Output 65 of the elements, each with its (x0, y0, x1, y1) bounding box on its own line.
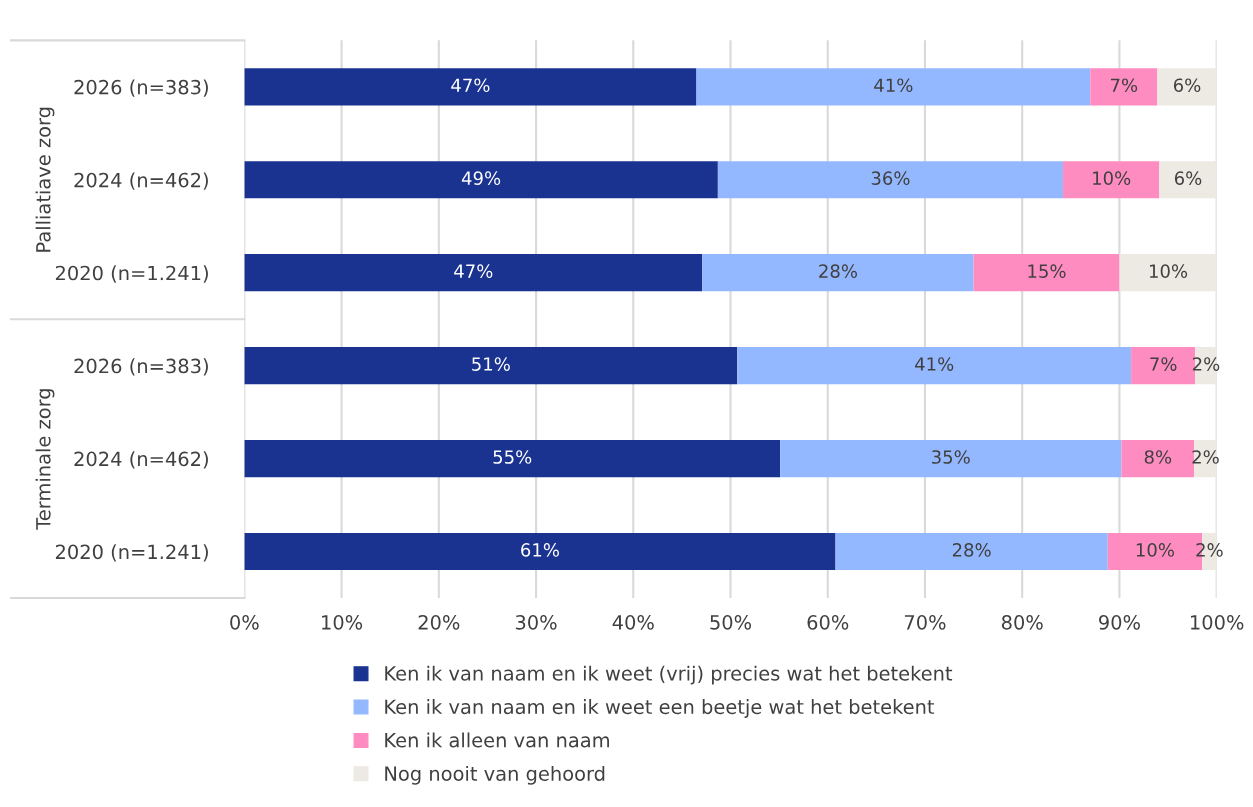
x-tick-label: 0% (230, 615, 259, 630)
data-label: 28% (819, 264, 858, 278)
data-label: 36% (871, 171, 910, 185)
y-tick-label: 2024 (n=462) (74, 451, 208, 469)
bar (1063, 161, 1160, 199)
data-label: 6% (1173, 78, 1201, 93)
text: Palliatiave zorg (35, 107, 55, 252)
bar (696, 68, 1091, 106)
bar (1159, 161, 1217, 199)
x-tick-label: 10% (322, 615, 363, 630)
data-label: 6% (1174, 171, 1202, 185)
bar (244, 68, 697, 106)
data-label: 51% (472, 357, 510, 371)
bar (717, 161, 1064, 199)
x-tick-label: 30% (515, 615, 557, 630)
data-label: 61% (521, 543, 559, 557)
data-label: 55% (493, 450, 532, 464)
data-label: 10% (1136, 543, 1174, 557)
x-tick-label: 80% (1001, 615, 1043, 630)
data-label: 10% (1093, 171, 1131, 185)
data-label: 28% (952, 543, 991, 557)
bar (244, 347, 738, 385)
bar (835, 532, 1108, 571)
x-tick-label: 50% (710, 615, 752, 630)
text: Terminale zorg (35, 389, 55, 530)
bar (244, 532, 836, 571)
bar (1119, 254, 1217, 292)
data-label: 41% (915, 357, 954, 371)
y-tick-label: 2020 (n=1.241) (55, 544, 208, 562)
legend-label: Nog nooit van gehoord (385, 765, 605, 785)
y-tick-label: 2020 (n=1.241) (55, 265, 208, 283)
y-tick-label: 2024 (n=462) (74, 172, 208, 190)
bar (1157, 68, 1217, 106)
bar (737, 347, 1132, 385)
data-label: 47% (451, 78, 490, 93)
data-label: 2% (1192, 357, 1220, 371)
bar (780, 439, 1122, 478)
legend-label: Ken ik van naam en ik weet een beetje wat het betekent (385, 699, 935, 718)
data-label: 10% (1149, 264, 1188, 278)
x-tick-label: 20% (418, 615, 460, 630)
y-tick-label: 2026 (n=383) (74, 358, 208, 376)
data-label: 15% (1028, 264, 1066, 278)
bar (244, 161, 718, 199)
legend-label: Ken ik van naam en ik weet (vrij) precies wat het betekent (385, 665, 953, 685)
bar (702, 254, 974, 292)
x-tick-label: 70% (904, 615, 946, 630)
bar (244, 439, 781, 478)
x-tick-label: 100% (1191, 615, 1244, 630)
x-tick-label: 60% (807, 615, 849, 630)
data-label: 41% (874, 78, 913, 93)
data-label: 47% (454, 264, 493, 278)
x-tick-label: 90% (1099, 615, 1140, 630)
data-label: 49% (461, 171, 501, 185)
y-tick-label: 2026 (n=383) (74, 79, 208, 97)
legend-label: Ken ik alleen van naam (385, 732, 609, 748)
data-label: 7% (1150, 357, 1177, 371)
data-label: 8% (1144, 450, 1172, 464)
x-tick-label: 40% (612, 615, 654, 630)
data-label: 35% (932, 450, 970, 464)
data-label: 2% (1196, 543, 1223, 557)
bar (1090, 68, 1158, 106)
bar (244, 254, 703, 292)
bar (973, 254, 1120, 292)
data-label: 7% (1110, 78, 1138, 93)
data-label: 2% (1192, 450, 1219, 464)
